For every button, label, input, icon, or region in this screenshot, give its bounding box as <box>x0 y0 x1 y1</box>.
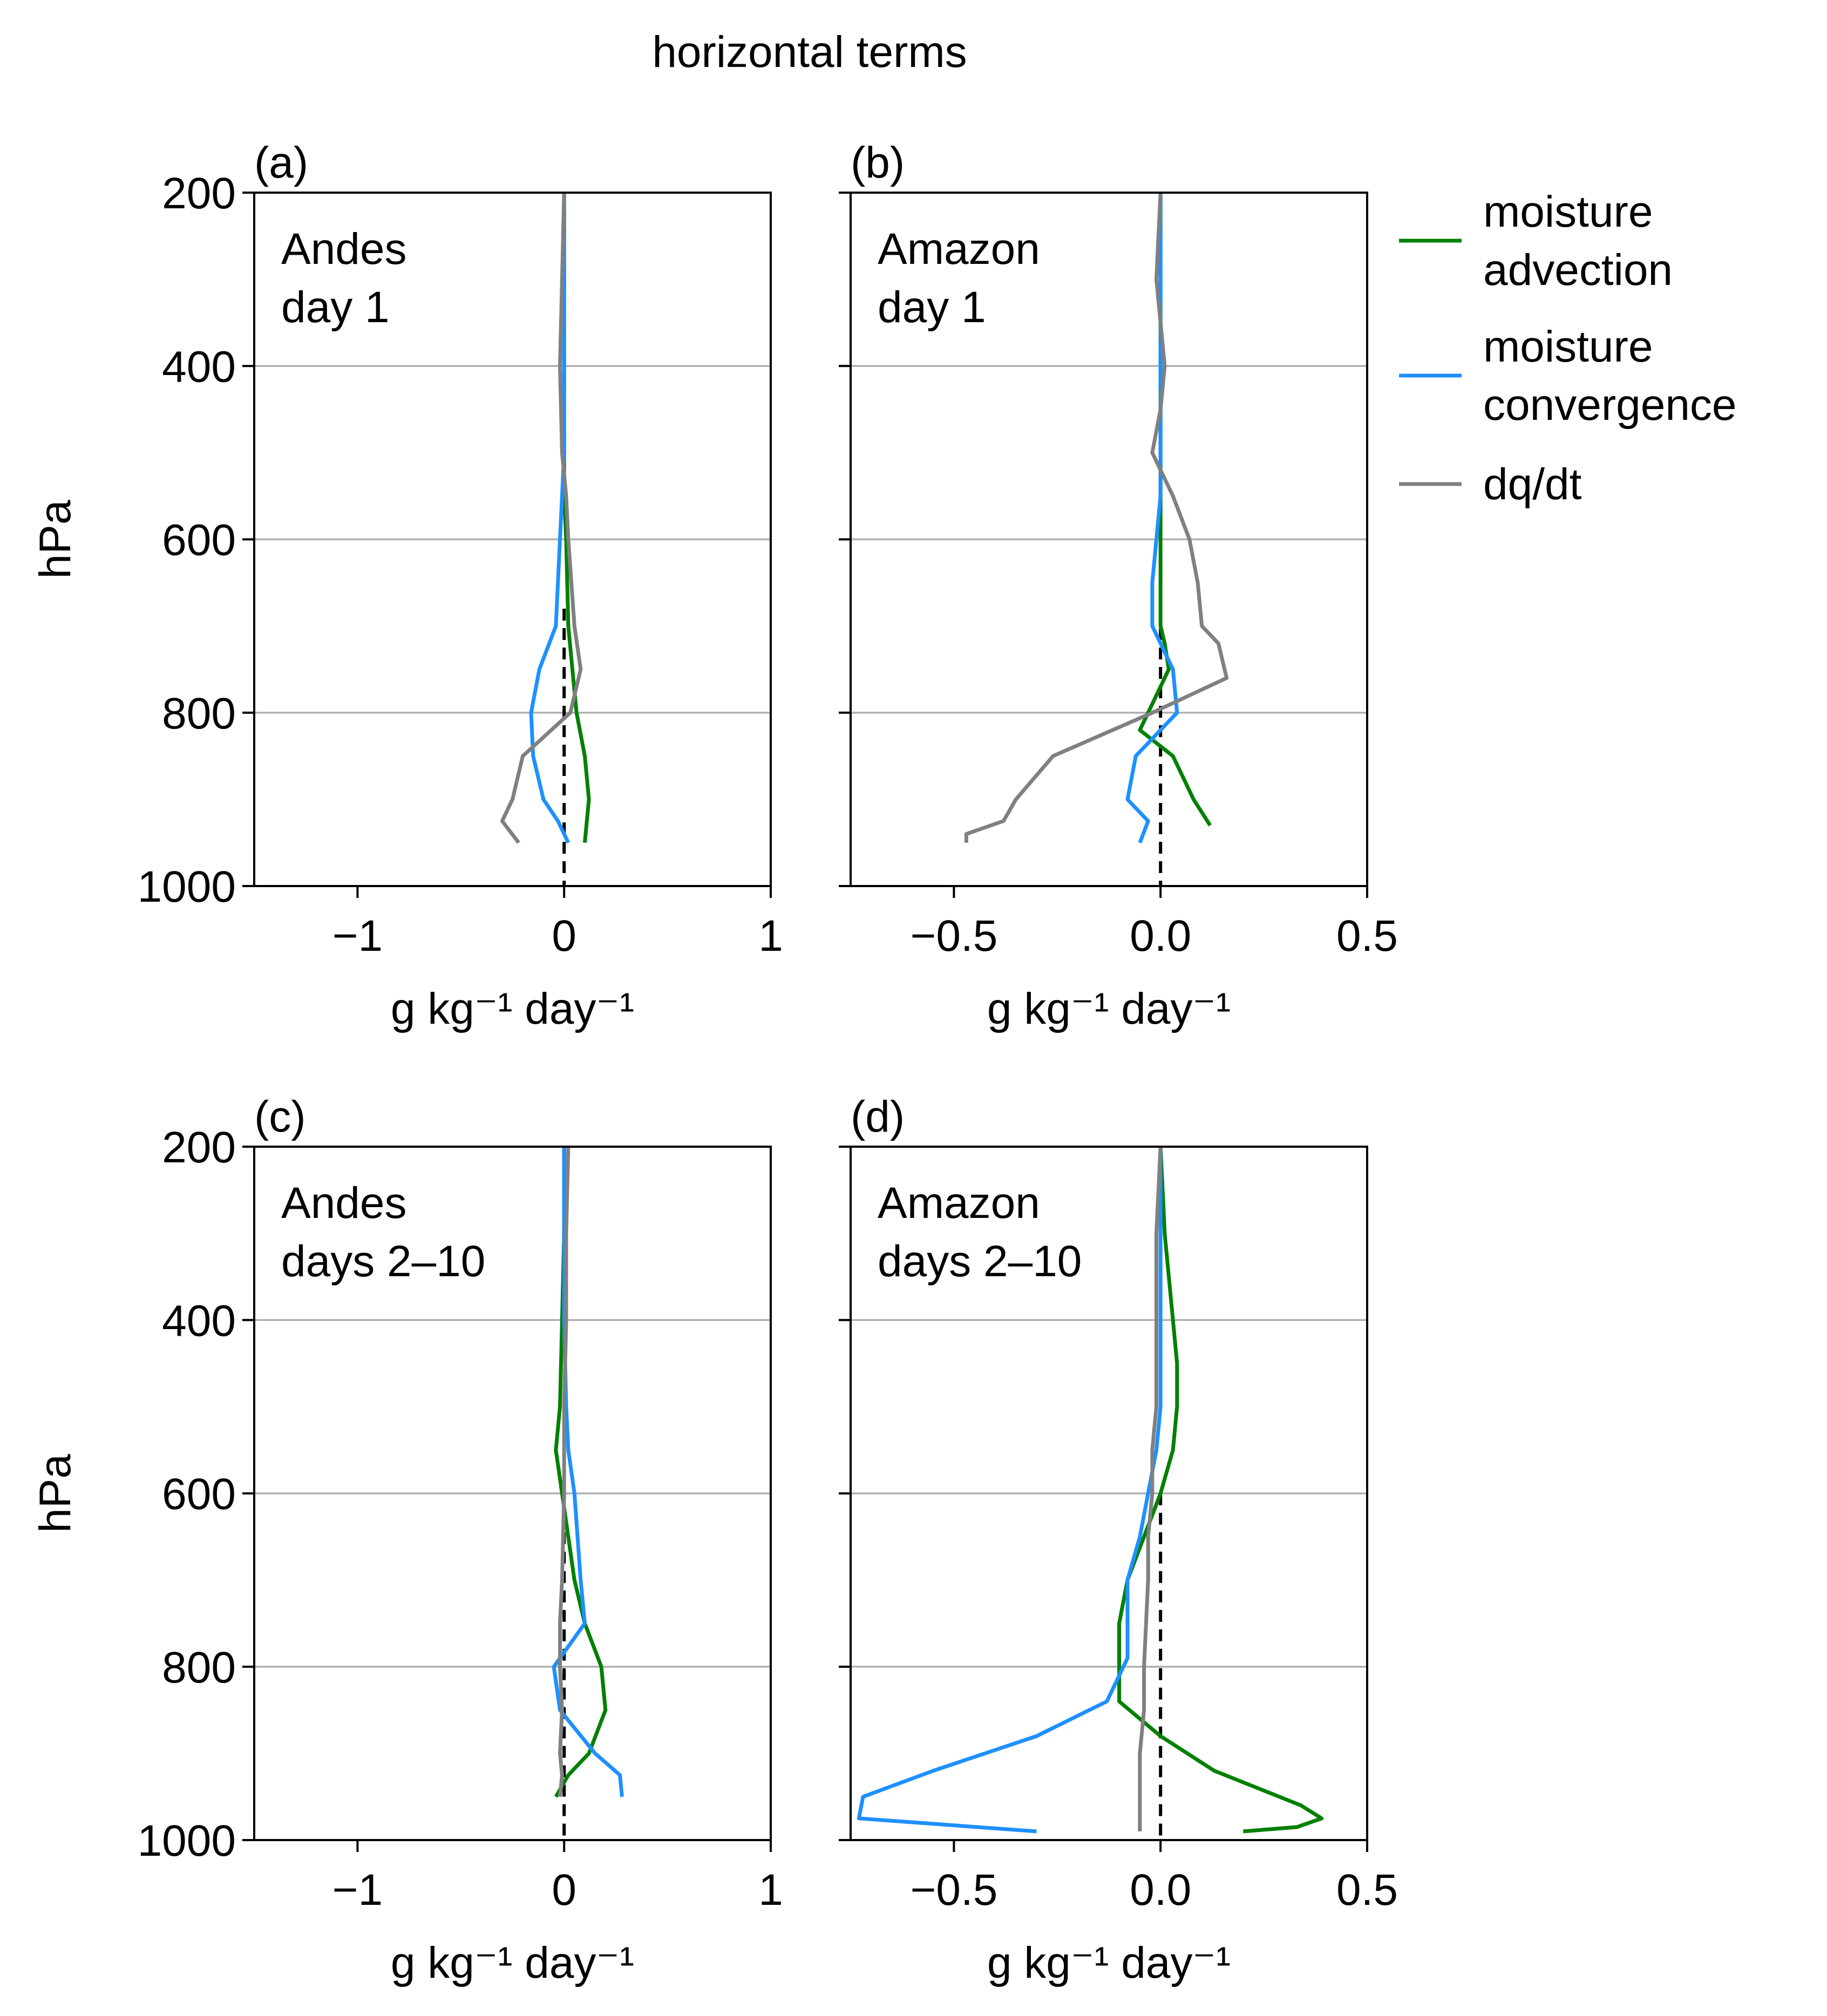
series-moisture-advection <box>1138 193 1212 827</box>
x-axis-label: g kg⁻¹ day⁻¹ <box>391 984 634 1033</box>
x-tick-label: −0.5 <box>910 911 997 961</box>
panel-annotation: days 2–10 <box>878 1237 1082 1286</box>
x-tick-label: 0.5 <box>1336 1865 1398 1915</box>
series-moisture-convergence <box>529 193 570 844</box>
legend: moisture advection moisture convergence dq/d… <box>1399 187 1737 509</box>
panel-annotation: days 2–10 <box>281 1237 485 1286</box>
series-moisture-convergence <box>857 1147 1163 1834</box>
panel-annotation: day 1 <box>281 283 390 332</box>
figure-title: horizontal terms <box>652 28 967 77</box>
x-tick-label: 0.0 <box>1130 911 1191 961</box>
panels: 200 400 600 800 1000 −1 0 1 g kg⁻¹ day⁻¹ hPa (a) An… <box>31 138 1398 1987</box>
y-tick-label: 200 <box>162 1123 236 1172</box>
y-tick-label: 800 <box>162 1643 236 1692</box>
panel-4: −0.5 0.0 0.5 g kg⁻¹ day⁻¹ (d) Amazon days 2–10 <box>839 1092 1398 1987</box>
y-axis-label: hPa <box>31 1454 80 1533</box>
x-axis-label: g kg⁻¹ day⁻¹ <box>391 1938 634 1987</box>
panel-annotation: day 1 <box>878 283 986 332</box>
y-tick-label: 600 <box>162 516 236 565</box>
panel-1: 200 400 600 800 1000 −1 0 1 g kg⁻¹ day⁻¹ hPa (a) An… <box>31 138 783 1033</box>
panel-annotation: Andes <box>281 224 407 274</box>
x-axis-label: g kg⁻¹ day⁻¹ <box>987 984 1231 1033</box>
y-tick-label: 400 <box>162 1296 236 1345</box>
y-tick-label: 1000 <box>138 1816 236 1865</box>
y-axis-label: hPa <box>31 500 80 578</box>
y-tick-label: 1000 <box>138 862 236 911</box>
series-dq-dt <box>500 192 583 844</box>
legend-entry: moisture advection <box>1399 187 1673 295</box>
y-tick-label: 400 <box>162 342 236 391</box>
x-tick-label: 0 <box>552 1865 576 1915</box>
x-tick-label: 1 <box>758 911 783 961</box>
series-moisture-convergence <box>552 1147 624 1797</box>
panel-label: (c) <box>254 1092 306 1141</box>
x-tick-label: −1 <box>332 1865 383 1915</box>
series-dq-dt <box>1138 1146 1163 1831</box>
panel-annotation: Andes <box>281 1179 407 1228</box>
panel-label: (b) <box>851 138 905 187</box>
y-tick-label: 200 <box>162 169 236 218</box>
x-tick-label: 0.0 <box>1130 1865 1191 1915</box>
legend-entry: dq/dt <box>1399 460 1582 509</box>
panel-label: (d) <box>851 1092 905 1141</box>
y-tick-label: 600 <box>162 1470 236 1519</box>
y-tick-label: 800 <box>162 689 236 738</box>
series-dq-dt <box>558 1146 570 1797</box>
panel-annotation: Amazon <box>878 1179 1040 1228</box>
legend-label: convergence <box>1483 380 1737 430</box>
legend-label: moisture <box>1483 322 1653 371</box>
panel-2: −0.5 0.0 0.5 g kg⁻¹ day⁻¹ (b) Amazon day 1 <box>839 138 1398 1033</box>
panel-3: 200 400 600 800 1000 −1 0 1 g kg⁻¹ day⁻¹ hPa (c) An… <box>31 1092 783 1987</box>
x-tick-label: −0.5 <box>910 1865 997 1915</box>
x-tick-label: 0 <box>552 911 576 961</box>
legend-label: dq/dt <box>1483 460 1582 509</box>
x-tick-label: 1 <box>758 1865 783 1915</box>
legend-label: advection <box>1483 246 1673 295</box>
legend-entry: moisture convergence <box>1399 322 1737 430</box>
panel-annotation: Amazon <box>878 224 1040 274</box>
series-moisture-convergence <box>1125 193 1179 843</box>
panel-label: (a) <box>254 138 308 187</box>
series-moisture-advection <box>554 1147 608 1798</box>
legend-label: moisture <box>1483 187 1653 236</box>
x-axis-label: g kg⁻¹ day⁻¹ <box>987 1938 1231 1987</box>
series-dq-dt <box>964 192 1229 843</box>
x-tick-label: 0.5 <box>1336 911 1398 961</box>
x-tick-label: −1 <box>332 911 383 961</box>
